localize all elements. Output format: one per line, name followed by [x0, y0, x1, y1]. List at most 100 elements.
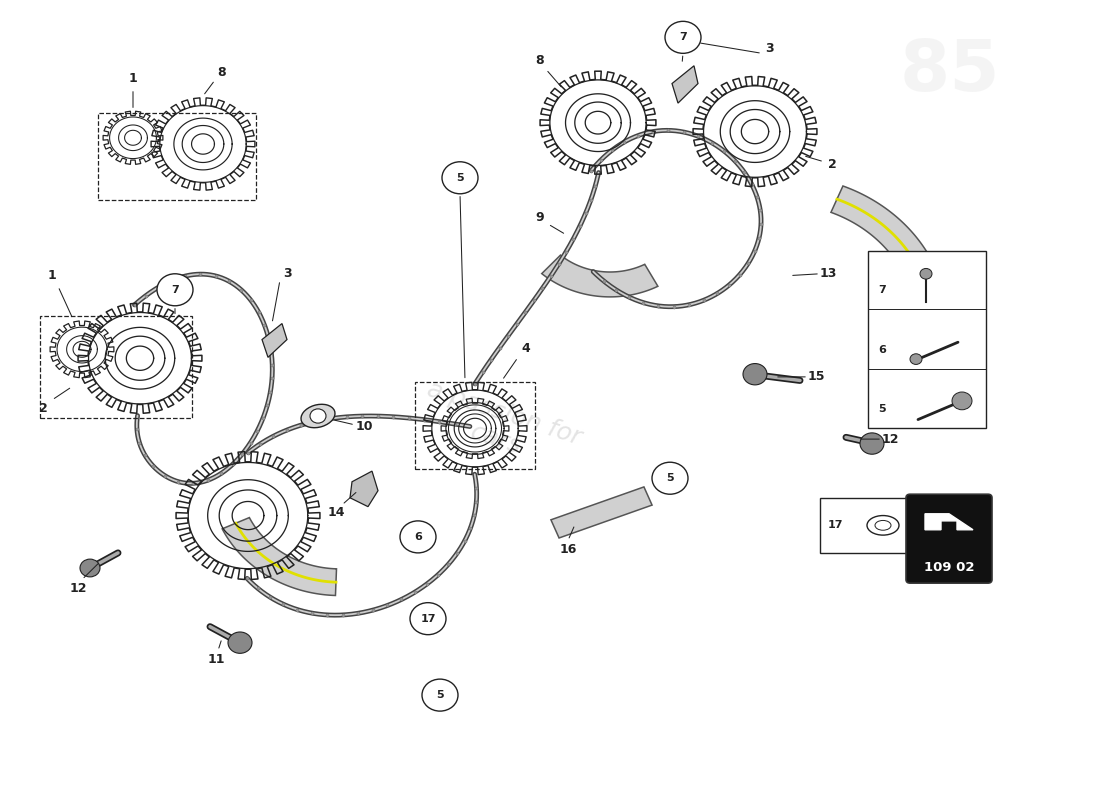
Point [144, 460, 162, 473]
Text: 5: 5 [456, 173, 464, 182]
Point [384, 410, 402, 423]
Text: 8: 8 [536, 54, 544, 67]
Point [666, 300, 683, 313]
Point [150, 281, 167, 294]
Point [491, 342, 508, 354]
Text: 5: 5 [878, 404, 886, 414]
Point [616, 135, 634, 148]
Point [739, 257, 757, 270]
Text: 12: 12 [881, 433, 899, 446]
Circle shape [400, 521, 436, 553]
Circle shape [228, 632, 252, 654]
Point [583, 164, 601, 177]
Text: 85: 85 [900, 37, 1000, 106]
Point [735, 166, 752, 178]
Point [156, 469, 174, 482]
Point [185, 477, 202, 490]
Text: 4: 4 [521, 342, 530, 355]
Text: 109 02: 109 02 [924, 561, 975, 574]
Point [242, 294, 260, 306]
Point [474, 365, 492, 378]
Point [262, 386, 279, 398]
Point [750, 231, 768, 244]
Point [278, 424, 296, 437]
Point [125, 298, 143, 311]
Point [304, 606, 321, 619]
Point [258, 398, 276, 411]
Point [650, 299, 668, 312]
Point [582, 194, 600, 206]
Point [263, 372, 280, 385]
Circle shape [157, 274, 192, 306]
Text: 10: 10 [355, 420, 373, 433]
Text: 6: 6 [878, 346, 886, 355]
Point [674, 126, 692, 138]
Circle shape [442, 162, 478, 194]
Point [255, 318, 273, 331]
Point [240, 446, 257, 459]
Point [136, 449, 154, 462]
Point [629, 129, 647, 142]
Point [576, 207, 594, 220]
Polygon shape [541, 255, 658, 297]
Point [482, 353, 499, 366]
Point [429, 568, 447, 581]
Point [131, 436, 149, 449]
Text: 1: 1 [47, 269, 56, 282]
Text: a passion for
cars: a passion for cars [416, 377, 584, 476]
Point [242, 436, 260, 449]
Circle shape [742, 363, 767, 385]
Point [752, 218, 770, 230]
Text: 6: 6 [414, 532, 422, 542]
Point [681, 298, 698, 311]
FancyBboxPatch shape [868, 250, 986, 429]
Point [232, 283, 250, 296]
Ellipse shape [874, 521, 891, 530]
Text: 17: 17 [828, 520, 844, 530]
Point [659, 124, 676, 137]
Point [334, 609, 352, 622]
Point [378, 599, 396, 612]
Point [221, 275, 239, 288]
Circle shape [652, 462, 688, 494]
Point [233, 447, 251, 460]
Polygon shape [350, 471, 378, 506]
Text: 7: 7 [679, 32, 686, 42]
Point [440, 558, 458, 570]
Point [592, 154, 609, 166]
Point [322, 412, 340, 425]
Text: 12: 12 [69, 582, 87, 595]
Point [690, 130, 707, 142]
Point [430, 415, 448, 428]
Point [446, 418, 463, 430]
Point [715, 145, 733, 158]
Point [252, 438, 270, 450]
Point [288, 603, 306, 616]
Point [368, 410, 386, 422]
Point [571, 220, 588, 233]
Polygon shape [925, 514, 974, 530]
Point [508, 318, 526, 330]
Point [415, 414, 432, 426]
Circle shape [920, 269, 932, 279]
Point [550, 258, 568, 270]
Text: 14: 14 [328, 506, 344, 519]
Point [466, 378, 484, 390]
Point [393, 593, 410, 606]
Point [163, 274, 180, 287]
Point [645, 126, 662, 138]
Text: 3: 3 [283, 267, 292, 280]
Text: 1: 1 [129, 72, 138, 85]
Ellipse shape [867, 515, 899, 535]
Point [307, 415, 324, 428]
Point [260, 331, 277, 344]
Point [199, 474, 217, 486]
Point [542, 270, 560, 282]
Point [703, 136, 720, 149]
Text: 8: 8 [218, 66, 227, 79]
Point [254, 411, 272, 424]
Point [726, 154, 744, 167]
Point [274, 598, 292, 610]
Point [607, 283, 625, 296]
Point [499, 330, 517, 342]
